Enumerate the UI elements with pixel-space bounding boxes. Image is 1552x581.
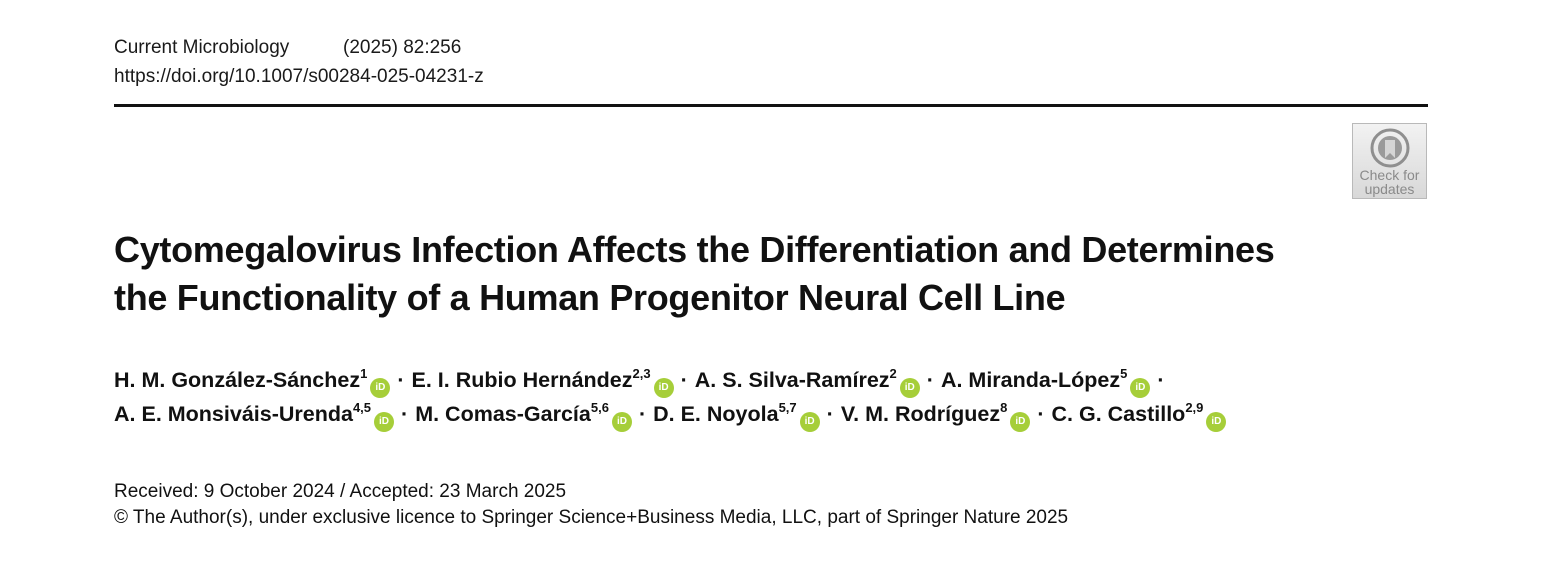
copyright-notice: © The Author(s), under exclusive licence… — [114, 507, 1069, 528]
author-separator: · — [1037, 402, 1045, 426]
author-name: C. G. Castillo — [1051, 402, 1186, 426]
author-line-1: H. M. González-Sánchez1iD · E. I. Rubio He… — [114, 364, 1414, 398]
affiliation-marker: 5,6 — [590, 400, 609, 415]
author: V. M. Rodríguez8iD — [840, 400, 1031, 432]
article-header: Current Microbiology (2025) 82:256 https… — [114, 33, 484, 91]
orcid-icon[interactable]: iD — [1130, 378, 1151, 398]
author-name: D. E. Noyola — [653, 402, 779, 426]
article-title: Cytomegalovirus Infection Affects the Di… — [114, 226, 1364, 322]
orcid-icon[interactable]: iD — [370, 378, 391, 398]
author: A. Miranda-López5iD — [940, 366, 1151, 398]
author-name: H. M. González-Sánchez — [114, 368, 361, 392]
citation: (2025) 82:256 — [343, 37, 462, 58]
check-for-updates-icon — [1370, 128, 1410, 168]
author-separator: · — [638, 402, 647, 426]
author-separator: · — [826, 402, 834, 426]
orcid-icon[interactable]: iD — [374, 412, 395, 432]
author-separator: · — [926, 368, 934, 392]
author: H. M. González-Sánchez1iD — [114, 366, 391, 398]
title-line-1: Cytomegalovirus Infection Affects the Di… — [114, 229, 1275, 270]
affiliation-marker: 4,5 — [352, 400, 372, 415]
author-separator: · — [1157, 368, 1165, 392]
author-separator: · — [401, 402, 409, 426]
author: A. E. Monsiváis-Urenda4,5iD — [114, 400, 395, 432]
affiliation-marker: 2 — [889, 366, 897, 381]
check-for-updates-button[interactable]: Check for updates — [1352, 123, 1427, 199]
author: A. S. Silva-Ramírez2iD — [694, 366, 920, 398]
author: M. Comas-García5,6iD — [415, 400, 632, 432]
author-separator: · — [397, 368, 405, 392]
author-name: A. S. Silva-Ramírez — [694, 368, 890, 392]
author-name: A. E. Monsiváis-Urenda — [114, 402, 353, 426]
author: C. G. Castillo2,9iD — [1051, 400, 1227, 432]
orcid-icon[interactable]: iD — [899, 378, 920, 398]
orcid-icon[interactable]: iD — [1010, 412, 1031, 432]
orcid-icon[interactable]: iD — [799, 412, 820, 432]
author-name: A. Miranda-López — [940, 368, 1121, 392]
author-name: V. M. Rodríguez — [840, 402, 1001, 426]
affiliation-marker: 5,7 — [778, 400, 797, 415]
doi-link[interactable]: https://doi.org/10.1007/s00284-025-04231… — [114, 66, 484, 87]
affiliation-marker: 2,3 — [632, 366, 651, 381]
check-for-updates-label: Check for updates — [1359, 167, 1420, 197]
author: E. I. Rubio Hernández2,3iD — [411, 366, 674, 398]
author-separator: · — [680, 368, 688, 392]
author-line-2: A. E. Monsiváis-Urenda4,5iD · M. Comas-Gar… — [114, 398, 1414, 432]
affiliation-marker: 1 — [360, 366, 368, 381]
title-line-2: the Functionality of a Human Progenitor … — [114, 277, 1066, 318]
publication-info: Received: 9 October 2024 / Accepted: 23 … — [114, 479, 1068, 531]
received-accepted-dates: Received: 9 October 2024 / Accepted: 23 … — [114, 481, 567, 502]
affiliation-marker: 8 — [1000, 400, 1008, 415]
orcid-icon[interactable]: iD — [1206, 412, 1227, 432]
header-rule — [114, 104, 1428, 107]
journal-name: Current Microbiology — [114, 37, 290, 58]
affiliation-marker: 5 — [1120, 366, 1128, 381]
author-name: E. I. Rubio Hernández — [411, 368, 633, 392]
affiliation-marker: 2,9 — [1185, 400, 1204, 415]
author-list: H. M. González-Sánchez1iD · E. I. Rubio He… — [114, 364, 1414, 432]
author: D. E. Noyola5,7iD — [653, 400, 820, 432]
author-name: M. Comas-García — [415, 402, 591, 426]
orcid-icon[interactable]: iD — [653, 378, 674, 398]
orcid-icon[interactable]: iD — [611, 412, 632, 432]
